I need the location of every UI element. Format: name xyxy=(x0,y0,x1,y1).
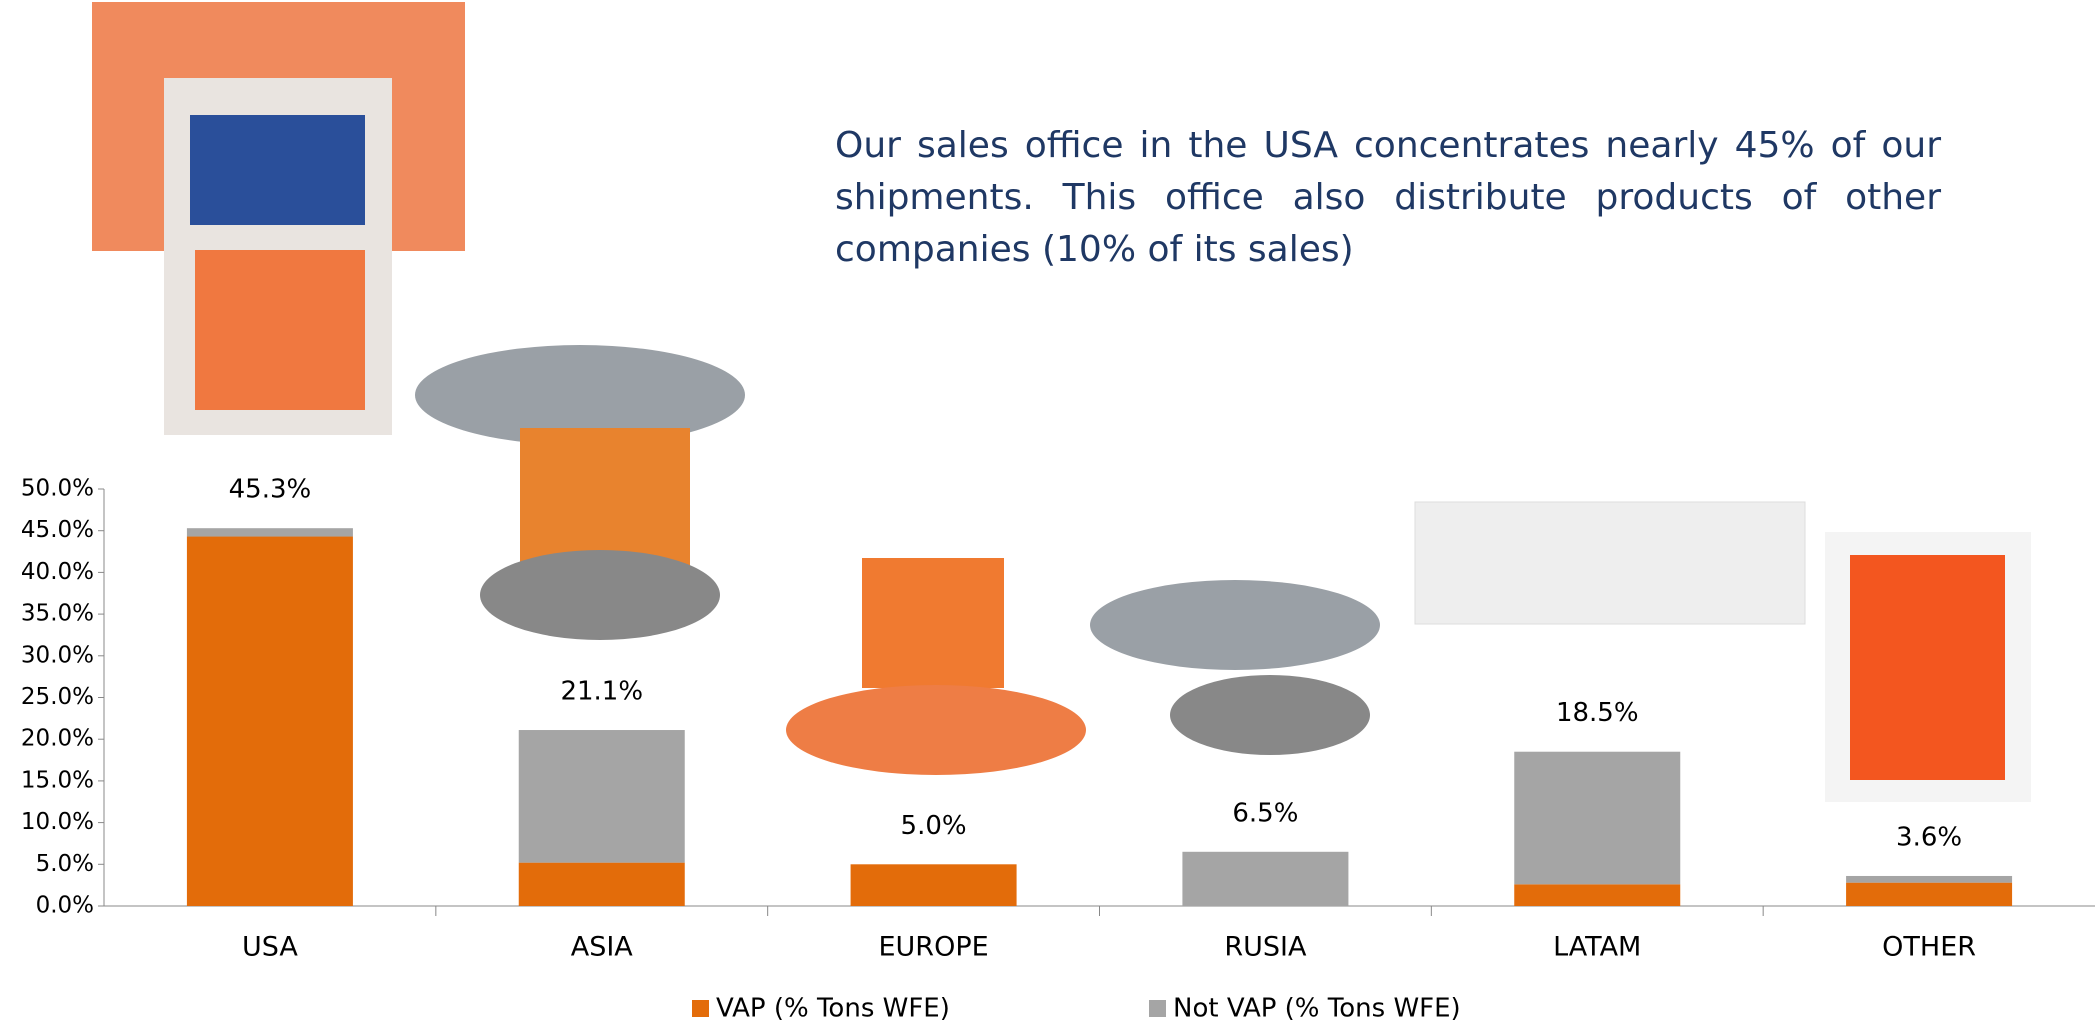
total-label: 45.3% xyxy=(229,475,312,505)
bar-segment xyxy=(1514,751,1681,885)
legend-swatch xyxy=(692,1000,709,1017)
total-label: 18.5% xyxy=(1556,698,1639,728)
total-label: 3.6% xyxy=(1896,822,1962,852)
x-tick-label: USA xyxy=(242,932,298,963)
x-tick-label: OTHER xyxy=(1882,932,1976,963)
y-tick-label: 25.0% xyxy=(21,684,94,710)
x-tick-label: LATAM xyxy=(1553,932,1641,963)
total-label: 21.1% xyxy=(560,677,643,707)
total-label: 5.0% xyxy=(901,811,967,841)
bar-segment xyxy=(1846,882,2013,906)
y-tick-label: 45.0% xyxy=(21,517,94,543)
decorative-photos xyxy=(92,2,2031,802)
photo xyxy=(480,550,720,640)
photo xyxy=(1090,580,1380,670)
y-tick-label: 30.0% xyxy=(21,642,94,668)
bar-segment xyxy=(518,862,685,906)
y-tick-label: 0.0% xyxy=(36,893,94,919)
photo xyxy=(195,250,365,410)
x-tick-label: EUROPE xyxy=(878,932,988,963)
total-label: 6.5% xyxy=(1232,798,1298,828)
photo xyxy=(1414,501,1806,625)
y-tick-label: 40.0% xyxy=(21,559,94,585)
bar-segment xyxy=(1182,851,1349,906)
y-tick-label: 15.0% xyxy=(21,767,94,793)
photo xyxy=(1170,675,1370,755)
photo xyxy=(862,558,1004,688)
y-tick-label: 35.0% xyxy=(21,601,94,627)
bar-segment xyxy=(186,528,353,537)
description: Our sales office in the USA concentrates… xyxy=(835,125,1941,270)
bar-segment xyxy=(1514,884,1681,906)
photo xyxy=(415,345,745,445)
x-tick-label: ASIA xyxy=(571,932,634,963)
bar-segment xyxy=(850,864,1017,906)
legend-swatch xyxy=(1149,1000,1166,1017)
legend-label: Not VAP (% Tons WFE) xyxy=(1173,994,1461,1024)
y-tick-label: 10.0% xyxy=(21,809,94,835)
bar-segment xyxy=(186,536,353,906)
y-tick-label: 50.0% xyxy=(21,476,94,502)
x-tick-label: RUSIA xyxy=(1224,932,1307,963)
photo xyxy=(786,685,1086,775)
photo xyxy=(1850,555,2005,780)
bar-segment xyxy=(518,730,685,863)
bar-segment xyxy=(1846,875,2013,883)
legend-label: VAP (% Tons WFE) xyxy=(716,994,950,1024)
y-tick-label: 5.0% xyxy=(36,851,94,877)
photo xyxy=(190,115,365,225)
y-tick-label: 20.0% xyxy=(21,726,94,752)
